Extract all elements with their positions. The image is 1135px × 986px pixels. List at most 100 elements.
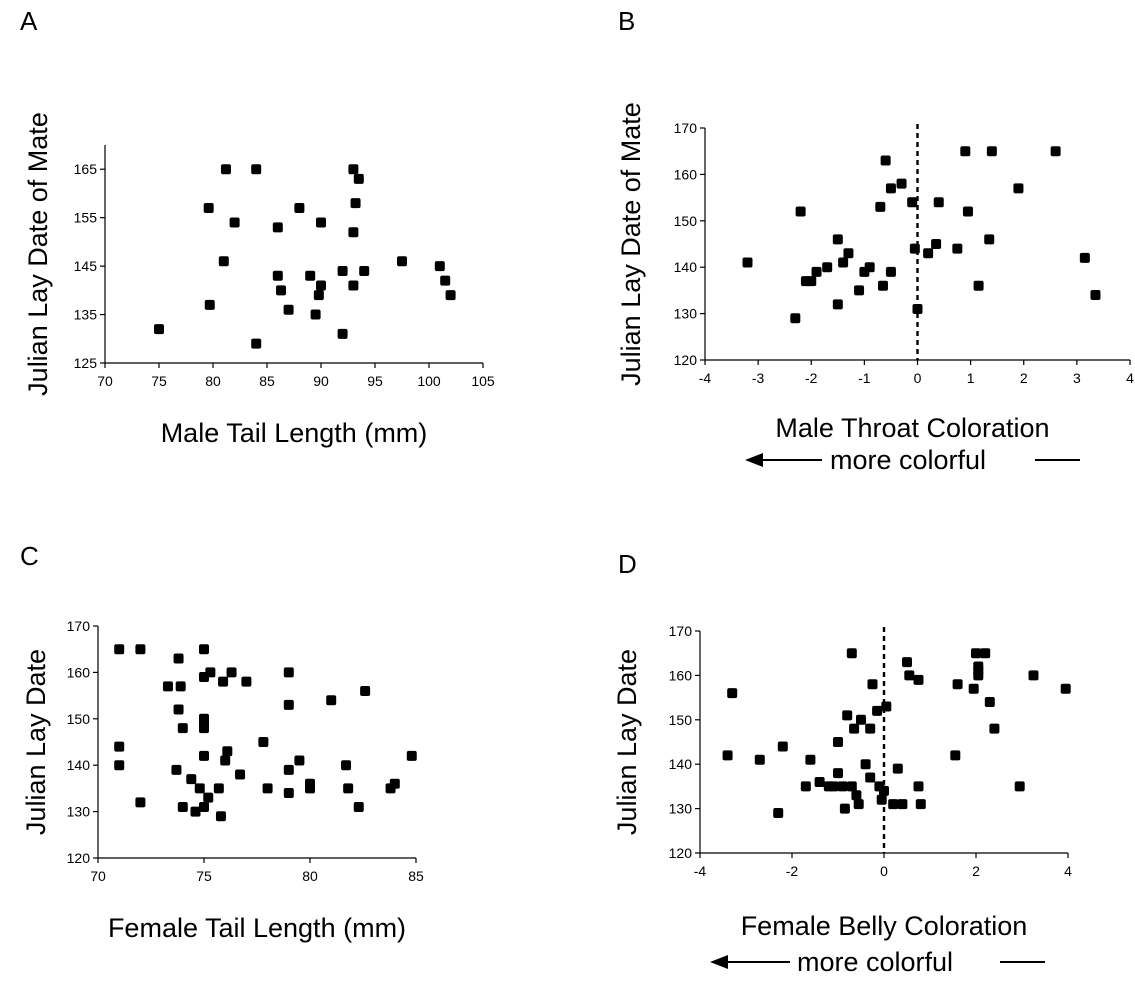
y-tick-label: 140: [67, 757, 91, 773]
data-point: [892, 763, 903, 774]
data-point: [1050, 146, 1061, 157]
data-point: [902, 657, 912, 668]
data-point: [337, 328, 348, 339]
data-point: [806, 276, 817, 287]
data-point: [800, 781, 811, 792]
data-point: [913, 674, 924, 685]
x-tick-label: 90: [313, 373, 329, 389]
x-tick-label: 80: [205, 373, 221, 389]
data-point: [986, 146, 997, 157]
x-axis-label: Female Tail Length (mm): [108, 913, 406, 943]
more-colorful-annotation: more colorful: [745, 445, 1080, 475]
data-point: [283, 788, 294, 799]
x-tick-label: 75: [196, 868, 212, 884]
data-point: [359, 265, 370, 276]
data-point: [915, 799, 926, 810]
y-tick-label: 160: [67, 664, 91, 680]
y-tick-label: 130: [67, 804, 91, 820]
data-point: [907, 197, 918, 208]
data-point: [896, 178, 907, 189]
data-point: [241, 676, 252, 687]
data-point: [952, 243, 963, 254]
x-tick-label: 80: [302, 868, 318, 884]
x-tick-label: 105: [471, 373, 495, 389]
data-point: [722, 750, 733, 761]
data-point: [175, 681, 186, 692]
data-point: [973, 280, 984, 291]
data-point: [229, 217, 240, 228]
panel-letter: A: [20, 6, 38, 36]
data-point: [968, 683, 979, 694]
data-point: [842, 710, 853, 721]
data-point: [440, 275, 451, 286]
data-point: [220, 755, 231, 766]
x-tick-label: 0: [880, 863, 888, 879]
data-point: [186, 774, 197, 785]
data-point: [881, 701, 892, 712]
x-tick-label: -3: [752, 370, 765, 386]
x-tick-label: -4: [699, 370, 712, 386]
x-axis-label: Male Throat Coloration: [775, 413, 1049, 443]
data-point: [235, 769, 246, 780]
data-point: [1060, 683, 1071, 694]
data-point: [849, 723, 860, 734]
data-point: [360, 685, 371, 696]
panel-c: C 70 75 80 85 120 130 140 150 160 170 Female Tail L…: [20, 541, 424, 943]
data-point: [822, 262, 833, 273]
data-point: [283, 764, 294, 775]
x-tick-label: -2: [786, 863, 799, 879]
data-point: [853, 799, 864, 810]
y-tick-label: 120: [67, 850, 91, 866]
data-point: [973, 670, 984, 681]
panel-letter: B: [618, 6, 635, 36]
panel-letter: C: [20, 541, 39, 571]
y-axis-label: Julian Lay Date: [21, 649, 51, 835]
y-tick-label: 155: [74, 210, 98, 226]
x-tick-label: 85: [408, 868, 424, 884]
data-point: [337, 265, 348, 276]
y-tick-label: 120: [669, 845, 693, 861]
data-point: [154, 324, 164, 335]
x-tick-label: -2: [805, 370, 818, 386]
data-point: [805, 754, 816, 765]
y-axis-label: Julian Lay Date of Mate: [616, 102, 646, 386]
data-point: [220, 164, 231, 175]
data-point: [814, 776, 825, 787]
data-point: [213, 783, 224, 794]
data-point: [897, 799, 908, 810]
x-tick-label: 70: [97, 373, 113, 389]
data-point: [971, 648, 981, 659]
data-point: [888, 799, 899, 810]
data-point: [173, 704, 184, 715]
data-point: [305, 270, 316, 281]
data-point: [226, 667, 237, 678]
data-point: [294, 202, 305, 213]
data-point: [276, 285, 287, 296]
x-tick-label: 4: [1064, 863, 1072, 879]
y-tick-label: 170: [67, 618, 91, 634]
data-point: [353, 173, 364, 184]
data-point: [742, 257, 753, 268]
more-colorful-annotation: more colorful: [710, 947, 1045, 977]
y-tick-label: 120: [674, 352, 698, 368]
data-point: [310, 309, 321, 320]
data-point: [350, 198, 361, 209]
x-axis-label: Male Tail Length (mm): [161, 418, 428, 448]
data-point: [1090, 290, 1101, 301]
data-point: [205, 667, 216, 678]
x-tick-label: 2: [1020, 370, 1028, 386]
data-point: [843, 248, 854, 259]
x-tick-label: 70: [90, 868, 106, 884]
data-point: [904, 670, 915, 681]
data-point: [1028, 670, 1039, 681]
data-point: [880, 155, 891, 166]
y-tick-label: 170: [669, 623, 693, 639]
y-tick-label: 145: [74, 258, 98, 274]
y-axis-label: Julian Lay Date of Mate: [23, 112, 53, 396]
data-point: [865, 723, 876, 734]
data-point: [258, 737, 269, 747]
note-label: more colorful: [797, 947, 953, 977]
data-point: [931, 239, 942, 249]
y-tick-label: 165: [74, 161, 98, 177]
